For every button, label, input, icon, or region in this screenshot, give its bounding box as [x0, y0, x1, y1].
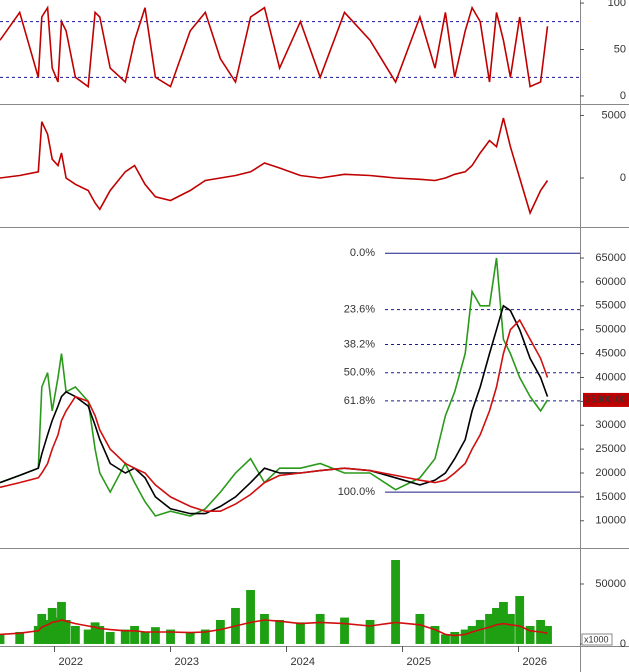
fibonacci-label: 0.0% [350, 247, 375, 259]
y-tick-label: 60000 [595, 276, 626, 288]
fibonacci-label: 100.0% [338, 486, 376, 498]
volume-bar [260, 613, 269, 644]
volume-bar [105, 631, 115, 644]
volume-bar [415, 613, 425, 644]
volume-bar [525, 625, 535, 644]
volume-bar [365, 619, 375, 644]
y-tick-label: 50000 [595, 578, 626, 590]
volume-bar [296, 622, 305, 644]
volume-bar [140, 631, 150, 644]
volume-bar [215, 619, 225, 644]
fibonacci-label: 50.0% [344, 367, 375, 379]
volume-bar [83, 629, 93, 644]
y-tick-label: 55000 [595, 300, 626, 312]
unit-label: x1000 [584, 634, 609, 644]
fibonacci-label: 23.6% [344, 304, 375, 316]
y-tick-label: 0 [620, 172, 626, 184]
volume-bar [460, 629, 470, 644]
series-line [0, 318, 549, 512]
series-line [0, 619, 548, 637]
last-price-box [583, 392, 629, 407]
unit-box [581, 633, 613, 646]
volume-bar [61, 619, 71, 644]
fibonacci-label: 61.8% [344, 395, 375, 407]
volume-bar [485, 613, 494, 644]
last-price-label: 35300.00 [585, 395, 627, 406]
volume-bar [120, 629, 130, 644]
y-tick-label: 0 [620, 638, 626, 650]
volume-bar [505, 613, 515, 644]
series-line [0, 257, 549, 517]
y-tick-label: 65000 [595, 252, 626, 264]
volume-bar [47, 607, 57, 644]
volume-bar [166, 629, 175, 644]
y-tick-label: 0 [620, 90, 626, 102]
volume-bar [15, 631, 25, 644]
volume-bar [246, 589, 255, 644]
y-tick-label: 45000 [595, 347, 626, 359]
volume-bar [475, 619, 485, 644]
volume-bar [315, 613, 325, 644]
volume-bar [0, 634, 5, 644]
volume-bar [200, 629, 210, 644]
volume-bar [90, 622, 100, 644]
y-tick-label: 20000 [595, 467, 626, 479]
series-line [0, 5, 549, 89]
volume-bar [57, 601, 66, 644]
volume-bar [275, 619, 284, 644]
volume-bar [95, 625, 105, 644]
y-tick-label: 10000 [595, 515, 626, 527]
volume-bar [543, 625, 552, 644]
x-tick-label: 2024 [291, 656, 315, 668]
volume-bar [130, 625, 139, 644]
y-tick-label: 25000 [595, 443, 626, 455]
volume-bar [70, 625, 80, 644]
y-tick-label: 40000 [595, 371, 626, 383]
x-tick-label: 2026 [523, 656, 547, 668]
volume-bar [492, 607, 501, 644]
series-line [0, 304, 549, 515]
series-line [0, 117, 549, 216]
x-tick-label: 2023 [175, 656, 199, 668]
volume-bar [450, 631, 460, 644]
y-tick-label: 100 [608, 0, 626, 9]
volume-bar [340, 617, 349, 644]
x-tick-label: 2022 [59, 656, 83, 668]
y-tick-label: 50 [614, 43, 626, 55]
x-tick-label: 2025 [407, 656, 431, 668]
fibonacci-label: 38.2% [344, 338, 375, 350]
volume-bar [43, 619, 52, 644]
y-tick-label: 50000 [595, 324, 626, 336]
volume-bar [467, 625, 477, 644]
volume-bar [430, 625, 440, 644]
y-tick-label: 30000 [595, 419, 626, 431]
volume-bar [151, 627, 160, 644]
volume-bar [185, 631, 195, 644]
volume-bar [391, 559, 400, 644]
volume-bar [515, 595, 525, 644]
y-tick-label: 15000 [595, 491, 626, 503]
volume-bar [37, 613, 47, 644]
y-tick-label: 5000 [602, 109, 626, 121]
volume-bar [441, 634, 450, 644]
